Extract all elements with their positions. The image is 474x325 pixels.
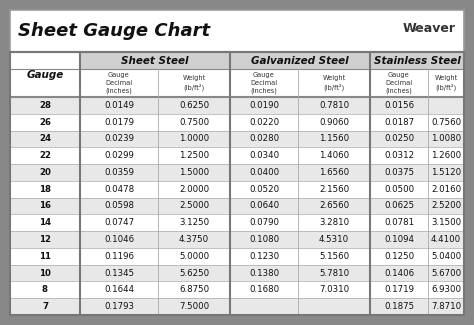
Text: Weight
(lb/ft²): Weight (lb/ft²) (322, 75, 346, 91)
Text: 0.7500: 0.7500 (179, 118, 209, 127)
FancyBboxPatch shape (10, 131, 464, 147)
Text: 0.0400: 0.0400 (249, 168, 279, 177)
Text: 1.2500: 1.2500 (179, 151, 209, 160)
Text: 3.1500: 3.1500 (431, 218, 461, 227)
Text: ─═: ─═ (409, 25, 421, 35)
Text: 28: 28 (39, 101, 51, 110)
Text: Weaver: Weaver (403, 22, 456, 35)
Text: 5.6250: 5.6250 (179, 268, 209, 278)
Text: 1.4060: 1.4060 (319, 151, 349, 160)
Text: 7: 7 (42, 302, 48, 311)
Text: 0.1380: 0.1380 (249, 268, 279, 278)
Text: 0.0781: 0.0781 (384, 218, 414, 227)
Text: 2.1560: 2.1560 (319, 185, 349, 194)
FancyBboxPatch shape (10, 164, 464, 181)
Text: 0.0187: 0.0187 (384, 118, 414, 127)
Text: 4.4100: 4.4100 (431, 235, 461, 244)
Text: 0.1875: 0.1875 (384, 302, 414, 311)
Text: Galvanized Steel: Galvanized Steel (251, 56, 349, 66)
Text: 2.0000: 2.0000 (179, 185, 209, 194)
Text: 0.0280: 0.0280 (249, 135, 279, 143)
Text: 0.0340: 0.0340 (249, 151, 279, 160)
Text: 0.0640: 0.0640 (249, 202, 279, 211)
Text: Gauge
Decimal
(inches): Gauge Decimal (inches) (385, 72, 412, 94)
Text: 26: 26 (39, 118, 51, 127)
Text: 5.0000: 5.0000 (179, 252, 209, 261)
FancyBboxPatch shape (370, 52, 464, 69)
FancyBboxPatch shape (10, 214, 464, 231)
Text: 7.5000: 7.5000 (179, 302, 209, 311)
FancyBboxPatch shape (80, 52, 230, 69)
Text: 0.0190: 0.0190 (249, 101, 279, 110)
Text: 0.1644: 0.1644 (104, 285, 134, 294)
Text: 0.0520: 0.0520 (249, 185, 279, 194)
FancyBboxPatch shape (10, 97, 464, 114)
Text: 0.0359: 0.0359 (104, 168, 134, 177)
Text: 24: 24 (39, 135, 51, 143)
Text: 1.0000: 1.0000 (179, 135, 209, 143)
Text: 6.8750: 6.8750 (179, 285, 209, 294)
Text: 5.1560: 5.1560 (319, 252, 349, 261)
Text: 11: 11 (39, 252, 51, 261)
Text: 1.6560: 1.6560 (319, 168, 349, 177)
Text: 0.7810: 0.7810 (319, 101, 349, 110)
Text: 0.1250: 0.1250 (384, 252, 414, 261)
Text: Gauge: Gauge (27, 70, 64, 80)
Text: 14: 14 (39, 218, 51, 227)
Text: 3.2810: 3.2810 (319, 218, 349, 227)
Text: 6.9300: 6.9300 (431, 285, 461, 294)
Text: 0.0747: 0.0747 (104, 218, 134, 227)
Text: 0.0299: 0.0299 (104, 151, 134, 160)
Text: 0.1793: 0.1793 (104, 302, 134, 311)
Text: 0.1046: 0.1046 (104, 235, 134, 244)
Text: 0.1230: 0.1230 (249, 252, 279, 261)
Text: 0.0478: 0.0478 (104, 185, 134, 194)
Text: 0.0179: 0.0179 (104, 118, 134, 127)
Text: Gauge
Decimal
(inches): Gauge Decimal (inches) (250, 72, 278, 94)
Text: 8: 8 (42, 285, 48, 294)
FancyBboxPatch shape (10, 114, 464, 131)
FancyBboxPatch shape (10, 281, 464, 298)
Text: 10: 10 (39, 268, 51, 278)
Text: 2.5200: 2.5200 (431, 202, 461, 211)
Text: 0.1406: 0.1406 (384, 268, 414, 278)
Text: Gauge
Decimal
(inches): Gauge Decimal (inches) (105, 72, 133, 94)
FancyBboxPatch shape (10, 10, 464, 315)
FancyBboxPatch shape (230, 52, 370, 69)
Text: 0.0149: 0.0149 (104, 101, 134, 110)
FancyBboxPatch shape (10, 265, 464, 281)
Text: 0.6250: 0.6250 (179, 101, 209, 110)
Text: 0.0220: 0.0220 (249, 118, 279, 127)
Text: 0.0790: 0.0790 (249, 218, 279, 227)
Text: Stainless Steel: Stainless Steel (374, 56, 460, 66)
Text: 0.1080: 0.1080 (249, 235, 279, 244)
FancyBboxPatch shape (10, 298, 464, 315)
Text: Sheet Steel: Sheet Steel (121, 56, 189, 66)
Text: 22: 22 (39, 151, 51, 160)
Text: 5.0400: 5.0400 (431, 252, 461, 261)
Text: 0.0375: 0.0375 (384, 168, 414, 177)
Text: 0.1719: 0.1719 (384, 285, 414, 294)
Text: 0.1196: 0.1196 (104, 252, 134, 261)
Text: 2.6560: 2.6560 (319, 202, 349, 211)
Text: 0.1680: 0.1680 (249, 285, 279, 294)
Text: 0.1345: 0.1345 (104, 268, 134, 278)
Text: 0.0250: 0.0250 (384, 135, 414, 143)
Text: 18: 18 (39, 185, 51, 194)
Text: 16: 16 (39, 202, 51, 211)
Text: 7.8710: 7.8710 (431, 302, 461, 311)
Text: 1.5000: 1.5000 (179, 168, 209, 177)
Text: 5.7810: 5.7810 (319, 268, 349, 278)
Text: 4.3750: 4.3750 (179, 235, 209, 244)
Text: Sheet Gauge Chart: Sheet Gauge Chart (18, 22, 210, 40)
FancyBboxPatch shape (10, 181, 464, 198)
Text: 20: 20 (39, 168, 51, 177)
Text: 0.0239: 0.0239 (104, 135, 134, 143)
Text: 0.0625: 0.0625 (384, 202, 414, 211)
Text: Weight
(lb/ft²): Weight (lb/ft²) (182, 75, 206, 91)
Text: 1.5120: 1.5120 (431, 168, 461, 177)
Text: 0.1094: 0.1094 (384, 235, 414, 244)
FancyBboxPatch shape (10, 198, 464, 214)
Text: 1.1560: 1.1560 (319, 135, 349, 143)
